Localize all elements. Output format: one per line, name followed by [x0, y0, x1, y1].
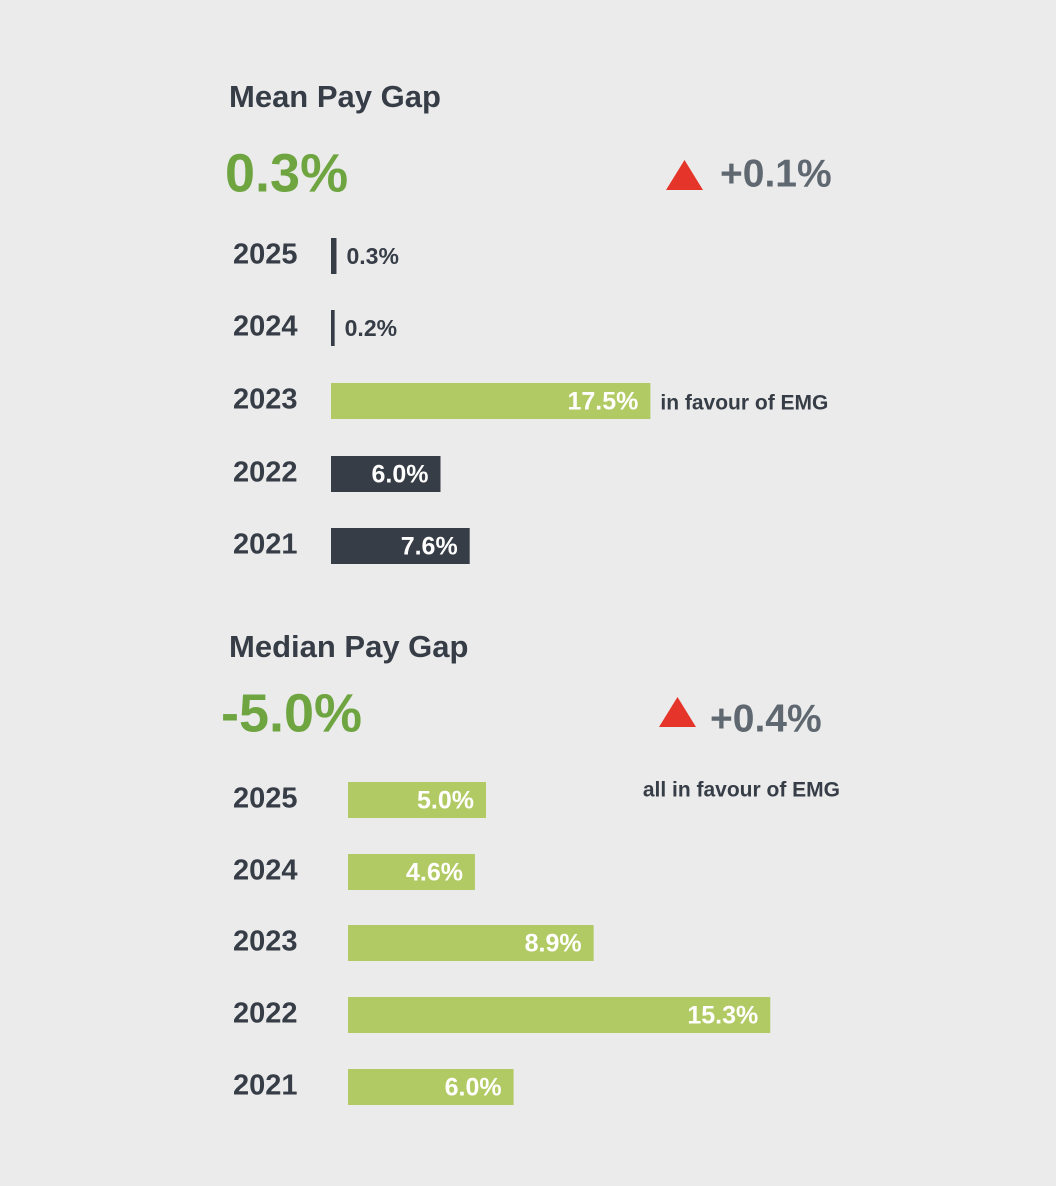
bar	[331, 456, 441, 492]
change-value: +0.1%	[720, 152, 832, 195]
value-label: 0.3%	[346, 243, 398, 269]
bar	[331, 310, 335, 346]
up-arrow	[659, 697, 696, 727]
year-label: 2024	[233, 311, 298, 343]
year-label: 2023	[233, 384, 298, 416]
value-label: 6.0%	[372, 461, 429, 489]
chart-title: Mean Pay Gap	[229, 79, 441, 114]
bar	[348, 997, 771, 1033]
value-label: 0.2%	[345, 315, 397, 341]
year-label: 2021	[233, 1070, 298, 1102]
value-label: 8.9%	[525, 930, 582, 958]
bar	[348, 1069, 514, 1105]
chart-title: Median Pay Gap	[229, 629, 468, 664]
annotation: all in favour of EMG	[643, 779, 840, 802]
value-label: 5.0%	[417, 787, 474, 815]
value-label: 17.5%	[567, 388, 638, 416]
bar	[331, 238, 337, 274]
bar	[348, 854, 475, 890]
value-label: 4.6%	[406, 859, 463, 887]
headline-value: -5.0%	[221, 683, 362, 743]
year-label: 2025	[233, 783, 298, 815]
headline-value: 0.3%	[225, 143, 348, 203]
year-label: 2022	[233, 457, 298, 489]
up-arrow	[666, 160, 703, 190]
year-label: 2025	[233, 239, 298, 271]
bar	[331, 528, 470, 564]
bar	[348, 925, 594, 961]
value-label: 15.3%	[687, 1002, 758, 1030]
year-label: 2022	[233, 998, 298, 1030]
value-label: 6.0%	[445, 1074, 502, 1102]
year-label: 2021	[233, 529, 298, 561]
year-label: 2024	[233, 855, 298, 887]
bar	[331, 383, 651, 419]
value-label: 7.6%	[401, 533, 458, 561]
year-label: 2023	[233, 926, 298, 958]
bar	[348, 782, 486, 818]
annotation: in favour of EMG	[660, 392, 828, 415]
change-value: +0.4%	[710, 697, 822, 740]
